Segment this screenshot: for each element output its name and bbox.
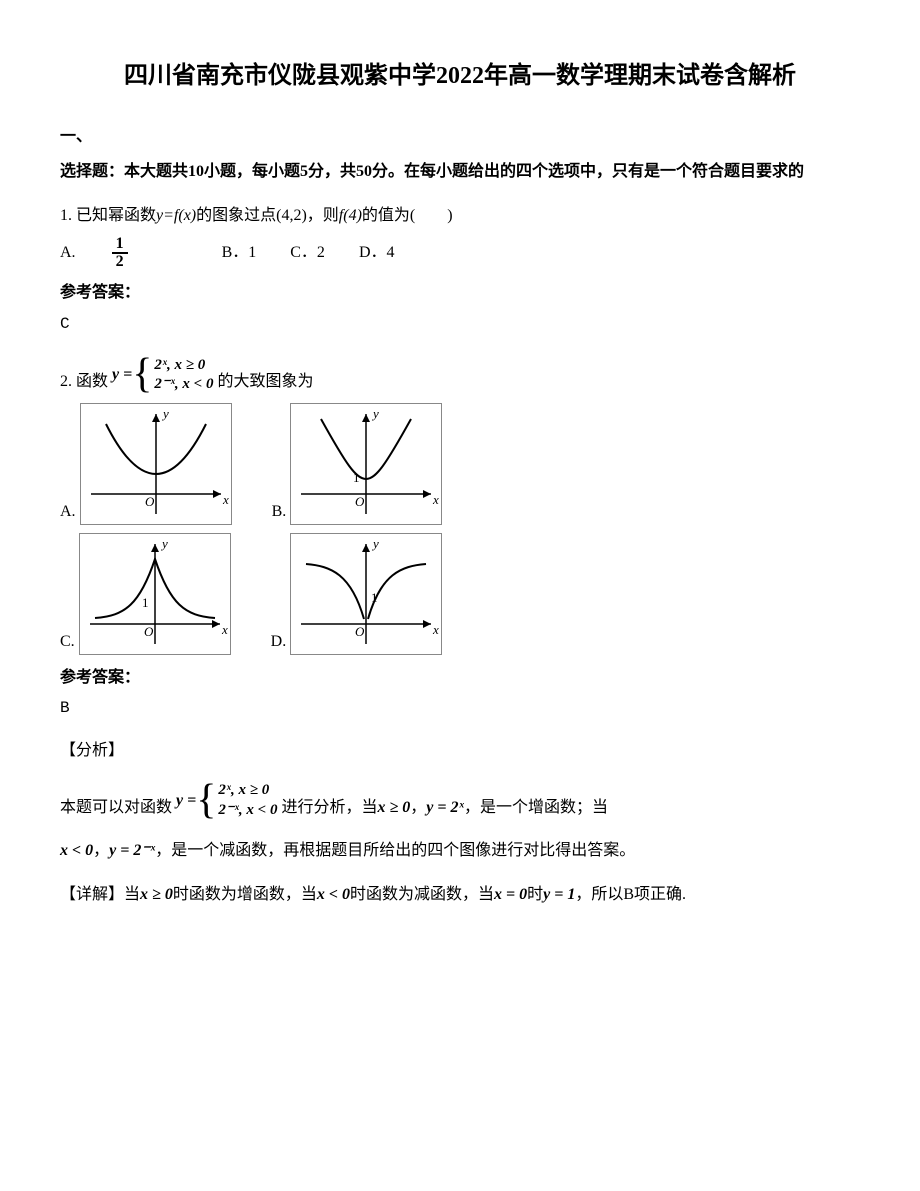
piecewise-function-2: y = { 2ˣ, x ≥ 0 2⁻ˣ, x < 0 [176, 781, 277, 820]
graph-row-2: C. x y O 1 D. x y O 1 [60, 533, 860, 655]
ana1-a: 本题可以对函数 [60, 795, 172, 821]
det-e: 时函数为减函数，当 [350, 886, 494, 903]
fraction-icon: 1 2 [112, 236, 158, 270]
q2-analysis-label: 【分析】 [60, 738, 860, 764]
graph-row-1: A. x y O B. x y O 1 [60, 403, 860, 525]
ana1-c: x ≥ 0 [377, 795, 410, 821]
pw2-row-2: 2⁻ˣ, x < 0 [218, 801, 277, 821]
ana1-b: 进行分析，当 [281, 795, 377, 821]
pw-row-2: 2⁻ˣ, x < 0 [154, 375, 213, 395]
ana1-d: ， [410, 795, 426, 821]
graph-cell-c: C. x y O 1 [60, 533, 231, 655]
svg-text:x: x [432, 492, 439, 507]
det-h: y = 1 [543, 886, 575, 903]
q2-option-b-label: B. [272, 499, 287, 525]
svg-text:y: y [160, 536, 168, 551]
svg-text:1: 1 [142, 595, 149, 610]
q2-option-c-label: C. [60, 629, 75, 655]
q2-text-b: 的大致图象为 [217, 369, 313, 395]
graph-cell-b: B. x y O 1 [272, 403, 443, 525]
pw2-left: y = [176, 788, 196, 814]
q1-text-e: 的值为( ) [362, 207, 453, 224]
ana2-d: ，是一个减函数，再根据题目所给出的四个图像进行对比得出答案。 [155, 842, 635, 859]
q2-answer-label: 参考答案： [60, 665, 860, 691]
brace-icon: { [132, 356, 152, 394]
svg-text:O: O [144, 624, 154, 639]
svg-text:O: O [355, 624, 365, 639]
svg-text:y: y [371, 536, 379, 551]
question-2-stem: 2. 函数 y = { 2ˣ, x ≥ 0 2⁻ˣ, x < 0 的大致图象为 [60, 356, 860, 395]
question-1-options: A. 1 2 B．1 C．2 D．4 [60, 236, 860, 270]
question-1-stem: 1. 已知幂函数y=f(x)的图象过点(4,2)，则f(4)的值为( ) [60, 203, 860, 229]
graph-c: x y O 1 [79, 533, 231, 655]
graph-cell-a: A. x y O [60, 403, 232, 525]
q2-option-d-label: D. [271, 629, 287, 655]
q1-option-a: A. 1 2 [60, 236, 188, 270]
svg-text:x: x [221, 622, 228, 637]
graph-d: x y O 1 [290, 533, 442, 655]
q2-detail-line: 【详解】当x ≥ 0时函数为增函数，当x < 0时函数为减函数，当x = 0时y… [60, 882, 860, 908]
q2-option-a-label: A. [60, 499, 76, 525]
graph-cell-d: D. x y O 1 [271, 533, 443, 655]
pw-left: y = [112, 362, 132, 388]
q1-option-b: B．1 [222, 240, 257, 266]
det-a: 当 [124, 886, 140, 903]
ana1-e: y = 2ˣ [426, 795, 464, 821]
fraction-denominator: 2 [112, 254, 128, 270]
q1-fx: y=f(x) [156, 207, 196, 224]
q1-option-c: C．2 [290, 240, 325, 266]
fraction-numerator: 1 [112, 236, 128, 254]
ana2-b: ， [93, 842, 109, 859]
q2-text-a: 2. 函数 [60, 369, 108, 395]
ana2-c: y = 2⁻ˣ [109, 842, 155, 859]
page-title: 四川省南充市仪陇县观紫中学2022年高一数学理期末试卷含解析 [60, 60, 860, 94]
pw-row-1: 2ˣ, x ≥ 0 [154, 356, 213, 376]
graph-b: x y O 1 [290, 403, 442, 525]
svg-text:y: y [371, 406, 379, 421]
detail-label: 【详解】 [60, 886, 124, 903]
svg-text:O: O [145, 494, 155, 509]
q1-option-d: D．4 [359, 240, 395, 266]
section-1-instructions: 选择题：本大题共10小题，每小题5分，共50分。在每小题给出的四个选项中，只有是… [60, 159, 860, 185]
graph-a: x y O [80, 403, 232, 525]
det-d: x < 0 [317, 886, 350, 903]
pw2-row-1: 2ˣ, x ≥ 0 [218, 781, 277, 801]
q1-answer-label: 参考答案： [60, 280, 860, 306]
svg-text:y: y [161, 406, 169, 421]
section-1-number: 一、 [60, 124, 860, 150]
det-g: 时 [527, 886, 543, 903]
q1-f4: f(4) [339, 207, 362, 224]
det-c: 时函数为增函数，当 [173, 886, 317, 903]
svg-text:x: x [432, 622, 439, 637]
q2-analysis-line-2: x < 0，y = 2⁻ˣ，是一个减函数，再根据题目所给出的四个图像进行对比得出… [60, 838, 860, 864]
det-b: x ≥ 0 [140, 886, 173, 903]
det-f: x = 0 [494, 886, 527, 903]
ana2-a: x < 0 [60, 842, 93, 859]
q1-optA-label: A. [60, 240, 76, 266]
q2-answer-value: B [60, 696, 860, 722]
svg-text:O: O [355, 494, 365, 509]
piecewise-function: y = { 2ˣ, x ≥ 0 2⁻ˣ, x < 0 [112, 356, 213, 395]
q1-answer-value: C [60, 312, 860, 338]
q2-analysis-line-1: 本题可以对函数 y = { 2ˣ, x ≥ 0 2⁻ˣ, x < 0 进行分析，… [60, 781, 860, 820]
brace-icon: { [196, 782, 216, 820]
q1-text-c: 的图象过点(4,2)，则 [196, 207, 339, 224]
svg-text:x: x [222, 492, 229, 507]
ana1-f: ，是一个增函数；当 [464, 795, 608, 821]
det-i: ，所以B项正确. [575, 886, 686, 903]
q1-text-a: 1. 已知幂函数 [60, 207, 156, 224]
